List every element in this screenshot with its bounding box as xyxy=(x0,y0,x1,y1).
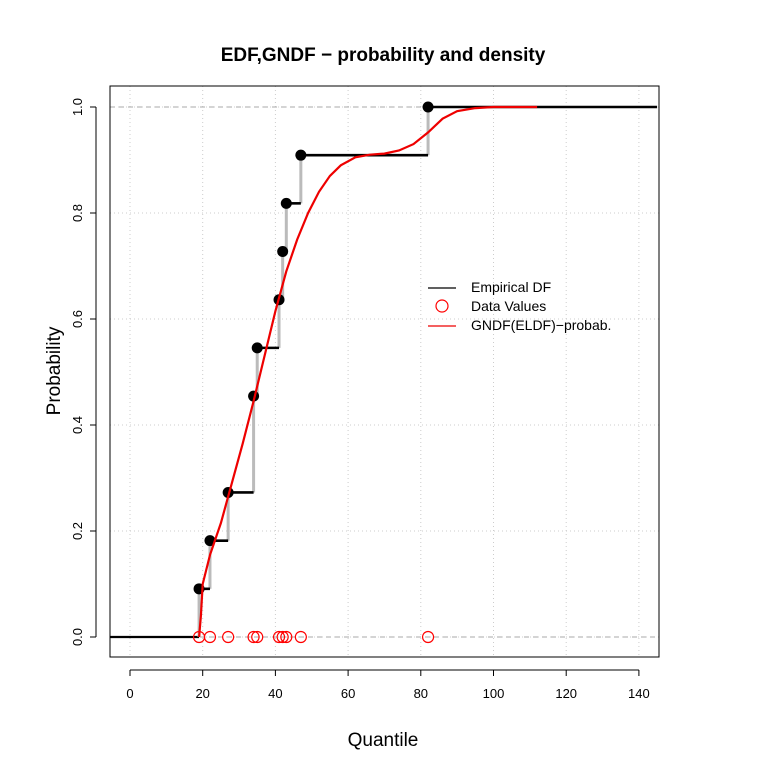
x-tick-label: 60 xyxy=(341,686,355,701)
plot-frame xyxy=(109,85,660,658)
legend-label: Data Values xyxy=(471,298,546,314)
y-tick-label: 0.2 xyxy=(70,522,85,540)
y-tick-label: 0.4 xyxy=(70,416,85,434)
x-tick-label: 140 xyxy=(628,686,650,701)
y-tick-label: 0.8 xyxy=(70,204,85,222)
edf-point xyxy=(251,342,263,354)
x-axis: 0 20 40 60 80 100 120 140 xyxy=(126,669,650,701)
gndf-curve xyxy=(198,105,538,638)
x-tick-label: 80 xyxy=(414,686,428,701)
data-value-point xyxy=(421,630,435,644)
data-values xyxy=(192,630,435,644)
x-tick-label: 120 xyxy=(555,686,577,701)
edf-point xyxy=(204,535,216,547)
data-value-point xyxy=(280,630,293,644)
legend-swatch-data-values xyxy=(435,299,449,313)
data-value-point xyxy=(247,630,260,644)
legend-label: Empirical DF xyxy=(471,279,551,295)
edf-point xyxy=(295,149,307,161)
data-value-point xyxy=(203,630,217,644)
y-tick-label: 0.0 xyxy=(70,628,85,646)
y-axis: 0.0 0.2 0.4 0.6 0.8 1.0 xyxy=(70,98,97,646)
data-value-point xyxy=(276,630,289,644)
y-tick-label: 0.6 xyxy=(70,310,85,328)
chart-title: EDF,GNDF − probability and density xyxy=(221,45,546,66)
edf-point xyxy=(422,101,434,113)
legend: Empirical DF Data Values GNDF(ELDF)−probab… xyxy=(428,279,611,333)
legend-label: GNDF(ELDF)−probab. xyxy=(471,317,611,333)
edf-point xyxy=(277,246,289,258)
x-tick-label: 0 xyxy=(126,686,133,701)
x-tick-label: 100 xyxy=(483,686,505,701)
reference-lines xyxy=(110,106,659,638)
x-tick-label: 40 xyxy=(268,686,282,701)
data-value-point xyxy=(251,630,264,644)
edf-point xyxy=(280,197,292,209)
gndf-line xyxy=(198,105,538,638)
data-value-point xyxy=(294,630,307,644)
data-value-point xyxy=(272,630,286,644)
y-axis-label: Probability xyxy=(44,326,65,415)
data-value-point xyxy=(222,630,235,644)
x-tick-label: 20 xyxy=(195,686,209,701)
y-tick-label: 1.0 xyxy=(70,98,85,116)
x-axis-label: Quantile xyxy=(348,730,419,751)
